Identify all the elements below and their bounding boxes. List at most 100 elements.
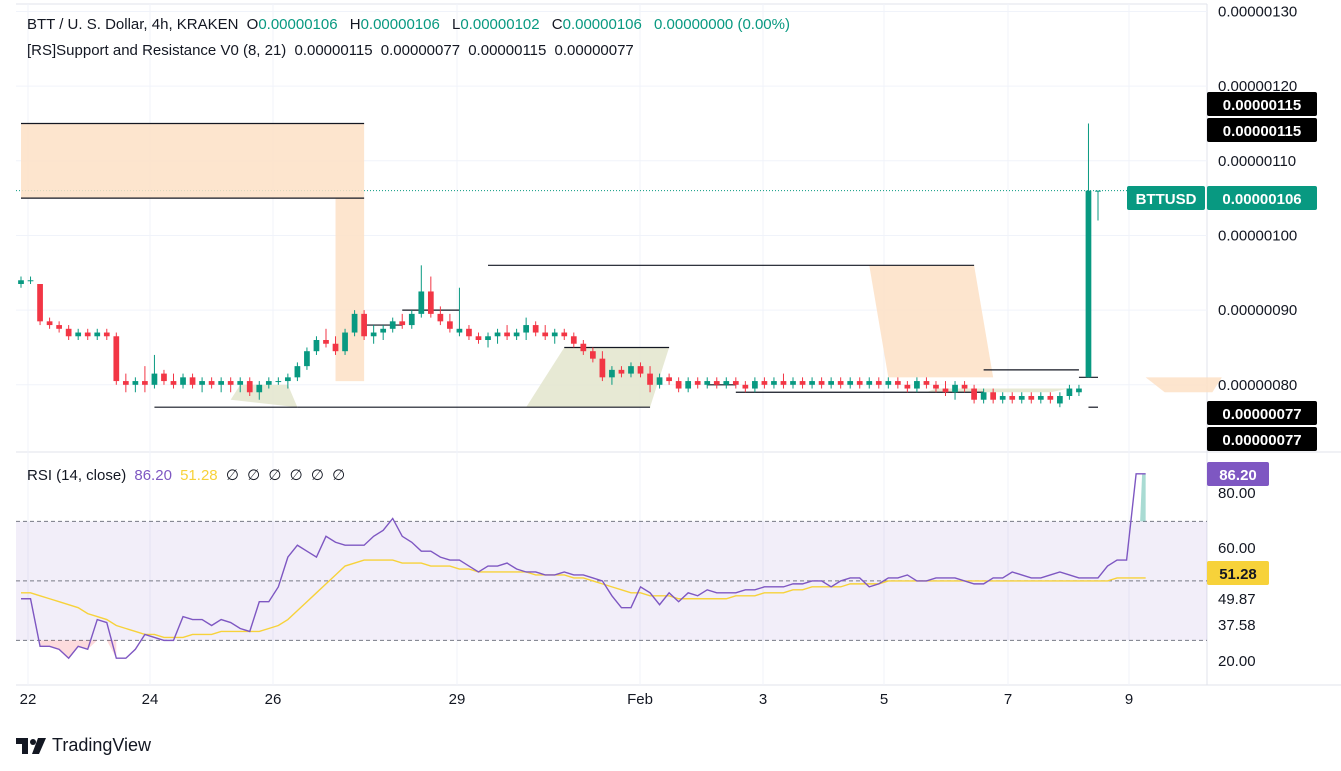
time-tick-label: Feb — [627, 691, 653, 708]
candle-body — [1028, 396, 1035, 400]
candle-body — [837, 381, 844, 385]
candle-body — [933, 384, 939, 389]
empty-value: ∅ — [310, 467, 324, 484]
grid — [16, 3, 1341, 686]
candle-body — [523, 325, 530, 333]
candle-body — [294, 366, 301, 378]
candle-body — [656, 377, 663, 385]
empty-value: ∅ — [225, 467, 239, 484]
last-price-label: 0.00000106 — [1222, 191, 1301, 208]
candle-body — [971, 388, 977, 400]
sr-zone — [526, 347, 670, 408]
sr-zone — [869, 265, 994, 378]
candle-body — [218, 381, 225, 385]
sr-zone — [1145, 377, 1222, 393]
candle-body — [94, 332, 101, 337]
candle-body — [723, 381, 730, 385]
symbol-price-label-bg — [1127, 186, 1205, 210]
candle-body — [151, 373, 158, 385]
candle-body — [856, 381, 863, 385]
rsi-tick-label: 60.00 — [1218, 540, 1256, 557]
candle-body — [180, 377, 186, 385]
candle-body — [37, 284, 43, 322]
time-tick-label: 29 — [449, 691, 466, 708]
rsi-tick-label: 80.00 — [1218, 485, 1256, 502]
candle-body — [513, 332, 520, 337]
candle-body — [875, 381, 882, 385]
open-value: 0.00000106 — [258, 16, 338, 33]
sr-zone — [926, 388, 1070, 393]
candle-body — [599, 358, 606, 378]
candle-body — [437, 313, 444, 322]
indicator-value: 0.00000115 — [294, 42, 373, 59]
close-value: 0.00000106 — [562, 16, 642, 33]
indicator-legend: [RS]Support and Resistance V0 (8, 21) 0.… — [27, 42, 638, 59]
candle-body — [961, 384, 968, 389]
sr-levels — [21, 122, 1098, 408]
time-tick-label: 3 — [759, 691, 767, 708]
candle-body — [103, 332, 110, 337]
candle-body — [609, 369, 615, 378]
indicator-value: 0.00000115 — [468, 42, 547, 59]
candle-body — [313, 340, 320, 352]
candle-body — [1085, 190, 1092, 378]
candle-body — [713, 381, 720, 385]
price-legend: BTT / U. S. Dollar, 4h, KRAKEN O0.000001… — [27, 16, 794, 33]
candle-body — [246, 381, 253, 393]
rsi-pane — [16, 473, 1207, 660]
candle-body — [475, 336, 482, 340]
time-tick-label: 5 — [880, 691, 888, 708]
candle-body — [685, 381, 692, 389]
candle-body — [980, 392, 987, 400]
rsi-ma-value: 51.28 — [180, 467, 218, 484]
candle-body — [161, 373, 167, 382]
symbol-title: BTT / U. S. Dollar, 4h, KRAKEN — [27, 16, 239, 33]
brand-name: TradingView — [52, 735, 152, 755]
candle-body — [780, 381, 787, 385]
rsi-legend: RSI (14, close) 86.20 51.28 ∅ ∅ ∅ ∅ ∅ ∅ — [27, 466, 349, 484]
candle-body — [704, 381, 711, 385]
candle-body — [1057, 396, 1063, 404]
tradingview-logo[interactable]: TradingView — [16, 735, 151, 756]
rsi-ma-line — [21, 559, 1146, 639]
candle-body — [732, 381, 739, 385]
candle-body — [351, 313, 358, 333]
last-price-label-bg — [1207, 186, 1317, 210]
candle-body — [466, 328, 472, 337]
rsi-tick-label: 20.00 — [1218, 653, 1256, 670]
candle-body — [952, 384, 958, 393]
candle-body — [809, 381, 815, 385]
rsi-value: 86.20 — [134, 467, 172, 484]
candle-body — [904, 384, 911, 389]
indicator-value: 0.00000077 — [554, 42, 634, 59]
candle-body — [589, 351, 596, 359]
resistance-price-label: 0.00000115 — [1223, 123, 1301, 140]
indicator-title: [RS]Support and Resistance V0 (8, 21) — [27, 42, 287, 59]
low-value: 0.00000102 — [460, 16, 540, 33]
rsi-value-label: 51.28 — [1219, 566, 1257, 583]
candle-body — [485, 336, 491, 340]
time-tick-label: 9 — [1125, 691, 1133, 708]
time-tick-label: 7 — [1004, 691, 1012, 708]
candle-body — [561, 332, 568, 337]
rsi-line — [21, 473, 1146, 660]
candle-body — [504, 332, 510, 337]
candle-body — [227, 381, 234, 385]
price-tick-label: 0.00000120 — [1218, 78, 1297, 95]
rsi-overbought-fill — [1140, 473, 1146, 522]
candle-body — [142, 381, 148, 385]
candle-body — [332, 343, 339, 352]
price-tick-label: 0.00000130 — [1218, 3, 1297, 20]
candle-body — [237, 381, 244, 385]
candle-body — [285, 377, 291, 382]
symbol-price-label: BTTUSD — [1136, 191, 1197, 208]
candle-body — [618, 369, 625, 374]
candle-body — [532, 325, 539, 333]
candle-body — [75, 332, 82, 337]
close-label: C — [551, 16, 563, 33]
candle-body — [1018, 396, 1025, 400]
empty-value: ∅ — [289, 467, 303, 484]
sr-zones — [21, 123, 1222, 408]
tradingview-logo-icon — [16, 737, 46, 754]
